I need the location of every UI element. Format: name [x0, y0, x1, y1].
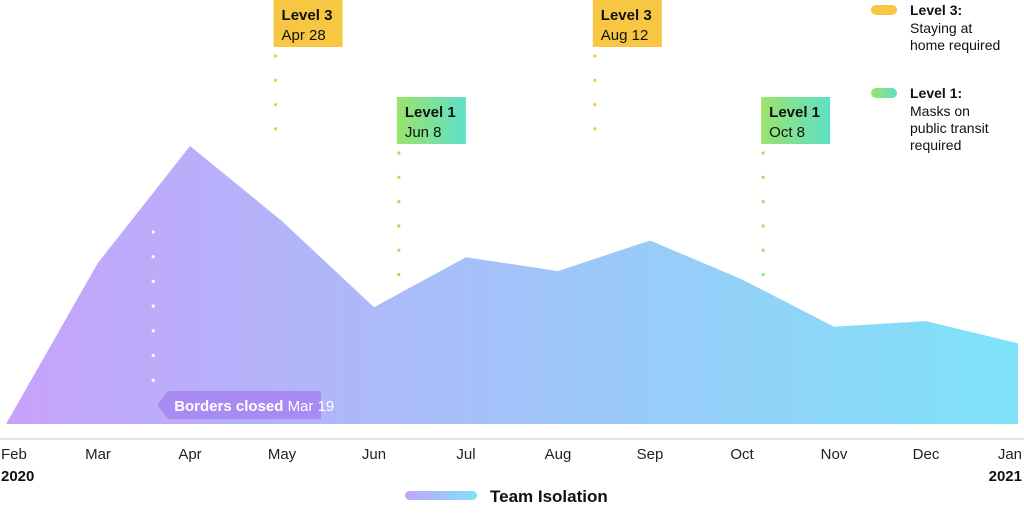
level-flag-title: Level 3 — [282, 7, 333, 24]
legend-description-line: home required — [910, 37, 1000, 53]
legend-description-line: Masks on — [910, 103, 970, 119]
marker-dot — [397, 224, 401, 228]
annotation-dot — [151, 304, 155, 308]
level-flag-date: Oct 8 — [769, 124, 805, 141]
level-flag-box — [592, 0, 662, 47]
x-tick-jul: Jul — [456, 446, 475, 463]
marker-dot — [397, 175, 401, 179]
level-flag-date: Aug 12 — [601, 27, 649, 44]
level-flag-title: Level 1 — [769, 104, 820, 121]
x-tick-may: May — [268, 446, 297, 463]
x-tick-jun: Jun — [362, 446, 386, 463]
annotation-dot — [151, 279, 155, 283]
legend-swatch — [871, 88, 897, 98]
x-year-end: 2021 — [989, 468, 1022, 485]
marker-dot — [593, 78, 597, 82]
x-year-start: 2020 — [1, 468, 34, 485]
legend-description-line: Staying at — [910, 20, 972, 36]
level-marker-4: Level 1 Oct 8 — [761, 97, 831, 277]
marker-dot — [273, 54, 278, 58]
x-tick-sep: Sep — [637, 446, 664, 463]
marker-dot — [593, 127, 597, 131]
level-flag-box — [273, 0, 343, 47]
annotation-dot — [151, 378, 155, 382]
x-tick-aug: Aug — [545, 446, 572, 463]
borders-closed-annotation: Borders closed Mar 19 — [151, 230, 334, 419]
legend-description-line: public transit — [910, 120, 989, 136]
level-flag-date: Apr 28 — [282, 27, 326, 44]
x-tick-apr: Apr — [178, 446, 201, 463]
marker-dot — [397, 248, 401, 252]
x-tick-jan: Jan — [998, 446, 1022, 463]
legend-label-team-isolation: Team Isolation — [490, 487, 608, 506]
level-flag-title: Level 1 — [405, 104, 456, 121]
marker-dot — [761, 248, 765, 252]
annotation-dot — [151, 255, 155, 259]
marker-dot — [761, 151, 765, 155]
marker-dot — [761, 175, 765, 179]
legend-description-line: required — [910, 137, 961, 153]
level-marker-3: Level 3 Aug 12 — [592, 0, 662, 131]
marker-dot — [397, 151, 401, 155]
level-flag-title: Level 3 — [601, 7, 652, 24]
marker-dot — [273, 127, 278, 131]
level-marker-1: Level 3 Apr 28 — [273, 0, 343, 131]
annotation-flag — [157, 391, 321, 419]
marker-dot — [397, 272, 401, 277]
x-tick-oct: Oct — [730, 446, 754, 463]
annotation-date: Mar 19 — [288, 398, 335, 415]
annotation-label: Borders closed — [174, 398, 287, 415]
marker-dot — [593, 103, 597, 107]
x-tick-dec: Dec — [913, 446, 940, 463]
annotation-dot — [151, 230, 155, 234]
marker-dot — [273, 103, 278, 107]
legend-item-team-isolation: Team Isolation — [405, 487, 608, 506]
annotation-text: Borders closed Mar 19 — [174, 398, 334, 415]
marker-dot — [273, 78, 278, 82]
marker-dot — [761, 200, 765, 204]
series-area-team-isolation — [6, 146, 1018, 424]
legend-title: Level 1: — [910, 85, 962, 101]
level-flag-box — [761, 97, 831, 144]
marker-dot — [593, 54, 597, 58]
marker-dot — [761, 272, 765, 277]
x-tick-feb: Feb — [1, 446, 27, 463]
legend-swatch — [871, 5, 897, 15]
level-flag-date: Jun 8 — [405, 124, 442, 141]
x-tick-nov: Nov — [821, 446, 848, 463]
annotation-dot — [151, 353, 155, 358]
annotation-dot — [151, 329, 155, 333]
legend-swatch-team-isolation — [405, 491, 477, 500]
level-marker-2: Level 1 Jun 8 — [396, 97, 466, 277]
marker-dot — [397, 200, 401, 204]
legend-title: Level 3: — [910, 2, 962, 18]
marker-dot — [761, 224, 765, 228]
level-flag-box — [396, 97, 466, 144]
x-tick-mar: Mar — [85, 446, 111, 463]
